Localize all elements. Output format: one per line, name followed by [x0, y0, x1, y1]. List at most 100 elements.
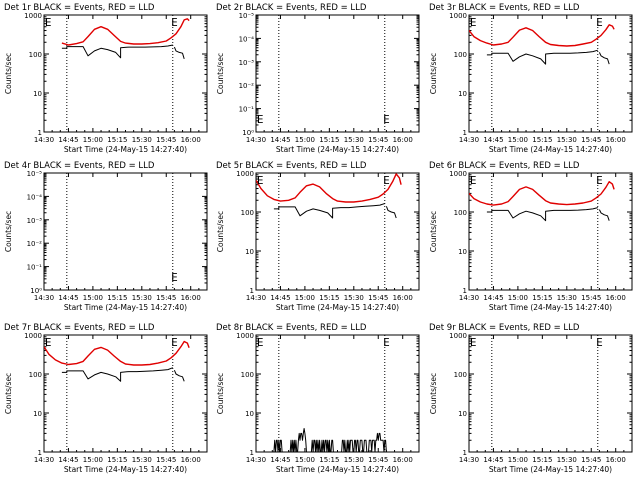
y-tick-label: 10⁻²: [27, 240, 43, 248]
y-tick-label: 10⁻⁵: [239, 12, 255, 20]
x-tick-label: 14:45: [270, 294, 290, 302]
events-rate-line-2: [173, 370, 185, 382]
y-axis-label: Counts/sec: [216, 53, 225, 94]
y-tick-label: 100: [29, 51, 42, 59]
x-tick-label: 15:45: [368, 136, 388, 144]
x-tick-label: 15:45: [581, 456, 601, 464]
y-axis-label: Counts/sec: [216, 211, 225, 252]
y-tick-label: 1000: [24, 332, 42, 340]
x-tick-label: 16:00: [393, 136, 413, 144]
x-tick-label: 16:00: [606, 294, 626, 302]
x-tick-label: 15:45: [581, 294, 601, 302]
y-tick-label: 100: [241, 371, 254, 379]
x-tick-label: 14:45: [483, 456, 503, 464]
detector-panel-8: Det 8r BLACK = Events, RED = LLD 14:30 14:…: [216, 323, 420, 474]
x-axis-label: Start Time (24-May-15 14:27:40): [276, 465, 399, 474]
events-rate-line-1: [486, 207, 598, 222]
x-tick-label: 15:30: [132, 136, 152, 144]
events-rate-line-2: [598, 209, 610, 221]
x-tick-label: 14:30: [34, 136, 54, 144]
y-tick-label: 1000: [236, 332, 254, 340]
flag-marker-e: E: [257, 336, 264, 349]
x-tick-label: 16:00: [393, 294, 413, 302]
x-tick-label: 15:15: [532, 294, 552, 302]
panel-title: Det 1r BLACK = Events, RED = LLD: [4, 3, 155, 13]
flag-marker-e: E: [171, 16, 178, 29]
panel-title: Det 6r BLACK = Events, RED = LLD: [429, 161, 580, 171]
x-tick-label: 15:00: [508, 136, 528, 144]
y-tick-label: 1000: [236, 170, 254, 178]
y-tick-label: 10⁻⁵: [27, 170, 43, 178]
axes-frame: [468, 172, 633, 291]
panel-title: Det 5r BLACK = Events, RED = LLD: [216, 161, 367, 171]
x-axis-label: Start Time (24-May-15 14:27:40): [64, 303, 187, 312]
y-axis-label: Counts/sec: [4, 211, 13, 252]
axes-frame: [43, 172, 208, 291]
x-tick-label: 15:15: [319, 294, 339, 302]
flag-marker-e: E: [257, 174, 264, 187]
x-tick-label: 15:00: [508, 456, 528, 464]
x-tick-label: 15:30: [132, 456, 152, 464]
x-axis-label: Start Time (24-May-15 14:27:40): [276, 145, 399, 154]
x-tick-label: 15:15: [107, 456, 127, 464]
x-tick-label: 14:30: [246, 136, 266, 144]
x-tick-label: 15:00: [508, 294, 528, 302]
x-tick-label: 15:45: [156, 456, 176, 464]
x-tick-label: 14:45: [58, 294, 78, 302]
x-tick-label: 15:30: [344, 456, 364, 464]
y-tick-label: 10⁻³: [239, 59, 255, 67]
events-rate-line-2: [385, 206, 397, 219]
detector-panel-1: Det 1r BLACK = Events, RED = LLD 14:30 14:…: [4, 3, 208, 154]
y-tick-label: 1: [38, 129, 42, 137]
x-tick-label: 15:30: [557, 294, 577, 302]
x-tick-label: 16:00: [393, 456, 413, 464]
y-tick-label: 10⁻³: [27, 217, 43, 225]
y-axis-label: Counts/sec: [4, 373, 13, 414]
flag-marker-e: E: [45, 16, 52, 29]
y-tick-label: 10⁻⁴: [27, 193, 43, 201]
x-tick-label: 15:15: [319, 136, 339, 144]
x-tick-label: 15:00: [295, 136, 315, 144]
axes-frame: [43, 334, 208, 453]
y-axis-label: Counts/sec: [429, 373, 438, 414]
y-tick-label: 1: [250, 287, 254, 295]
x-tick-label: 16:00: [606, 136, 626, 144]
y-tick-label: 10⁻²: [239, 82, 255, 90]
events-rate-line-1: [273, 428, 388, 452]
detector-panel-6: Det 6r BLACK = Events, RED = LLD 14:30 14:…: [429, 161, 633, 312]
x-axis-label: Start Time (24-May-15 14:27:40): [276, 303, 399, 312]
y-tick-label: 100: [454, 371, 467, 379]
y-tick-label: 10⁰: [242, 129, 254, 137]
axes-frame: [255, 172, 420, 291]
detector-panel-4: Det 4r BLACK = Events, RED = LLD 14:30 14:…: [4, 161, 208, 312]
x-tick-label: 14:30: [459, 136, 479, 144]
x-tick-label: 15:45: [581, 136, 601, 144]
x-tick-label: 15:30: [344, 294, 364, 302]
flag-marker-e: E: [596, 16, 603, 29]
lld-rate-line-1: [469, 24, 615, 47]
y-tick-label: 1000: [449, 332, 467, 340]
panel-title: Det 8r BLACK = Events, RED = LLD: [216, 323, 367, 333]
x-tick-label: 15:15: [107, 294, 127, 302]
y-axis-label: Counts/sec: [429, 53, 438, 94]
axes-frame: [255, 334, 420, 453]
flag-marker-e: E: [171, 271, 178, 284]
plot-area: [256, 173, 402, 219]
y-tick-label: 1000: [449, 170, 467, 178]
flag-marker-e: E: [171, 336, 178, 349]
panel-title: Det 2r BLACK = Events, RED = LLD: [216, 3, 367, 13]
y-tick-label: 10⁻¹: [27, 264, 43, 272]
flag-marker-e: E: [383, 174, 390, 187]
x-tick-label: 15:45: [368, 456, 388, 464]
x-tick-label: 15:30: [557, 136, 577, 144]
x-tick-label: 15:15: [319, 456, 339, 464]
y-tick-label: 1: [463, 287, 467, 295]
x-tick-label: 16:00: [181, 456, 201, 464]
x-axis-label: Start Time (24-May-15 14:27:40): [489, 303, 612, 312]
y-tick-label: 1000: [24, 12, 42, 20]
axes-frame: [468, 334, 633, 453]
x-tick-label: 14:45: [483, 294, 503, 302]
y-tick-label: 1: [250, 449, 254, 457]
lld-rate-line-1: [44, 340, 190, 366]
y-tick-label: 10: [458, 90, 467, 98]
